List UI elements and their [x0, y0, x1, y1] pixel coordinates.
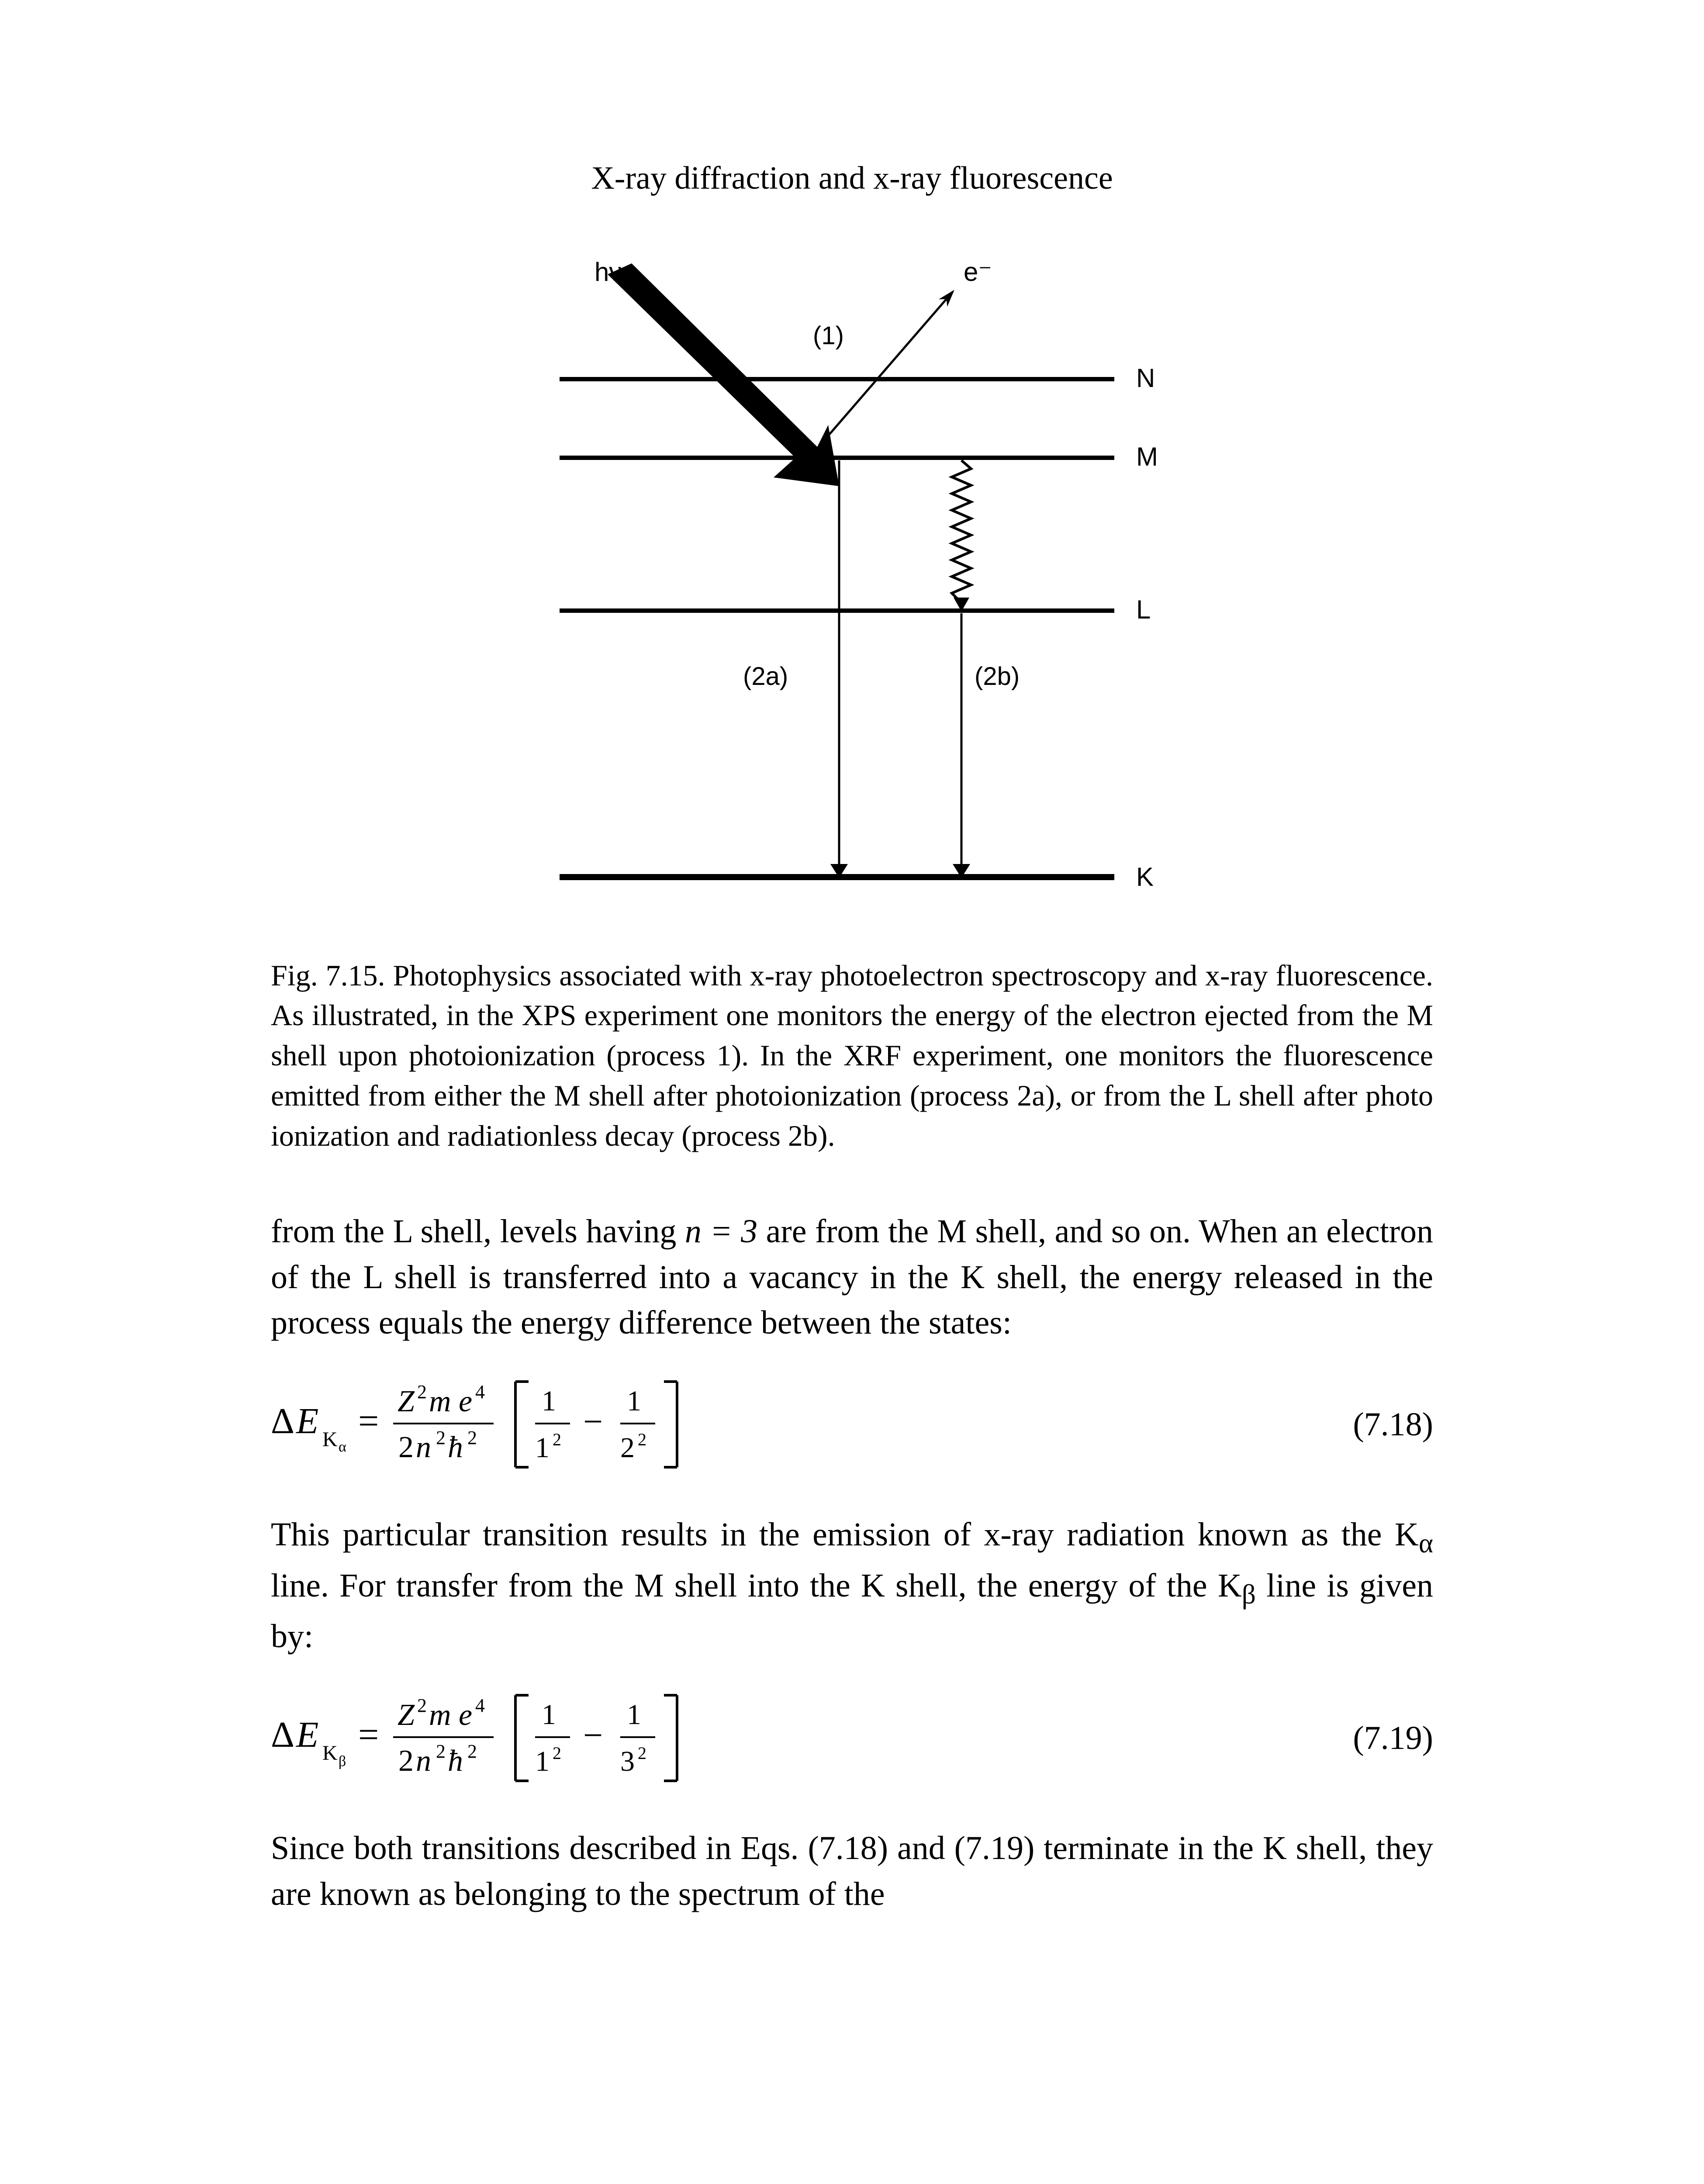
svg-text:1: 1: [535, 1745, 550, 1777]
figure-7-15: hν e⁻ (1) (2a) (2b) N M L K: [271, 239, 1433, 921]
svg-text:−: −: [583, 1403, 603, 1441]
label-shell-K: K: [1136, 862, 1154, 892]
svg-text:E: E: [296, 1401, 318, 1441]
svg-text:4: 4: [475, 1381, 485, 1403]
svg-text:=: =: [358, 1714, 379, 1755]
p2-beta: β: [1242, 1579, 1256, 1610]
svg-text:β: β: [339, 1753, 346, 1769]
svg-text:E: E: [296, 1714, 318, 1755]
svg-text:4: 4: [475, 1695, 485, 1716]
p1-prefix: from the L shell, levels having: [271, 1213, 685, 1250]
svg-text:2: 2: [417, 1695, 427, 1716]
arrow-electron-out: [813, 292, 953, 453]
svg-text:2: 2: [417, 1381, 427, 1403]
page-container: X-ray diffraction and x-ray fluorescence: [0, 0, 1704, 2184]
svg-text:2: 2: [638, 1430, 646, 1449]
equation-7-19: Δ E K β = Z 2 m e 4 2 n 2 ħ 2: [271, 1686, 1433, 1790]
svg-text:e: e: [459, 1385, 472, 1418]
svg-text:1: 1: [542, 1699, 556, 1731]
svg-text:Δ: Δ: [271, 1401, 294, 1441]
svg-text:3: 3: [620, 1745, 635, 1777]
running-header: X-ray diffraction and x-ray fluorescence: [271, 157, 1433, 200]
svg-text:2: 2: [553, 1743, 561, 1763]
svg-text:2: 2: [436, 1741, 446, 1762]
svg-text:2: 2: [553, 1430, 561, 1449]
figure-7-15-svg: hν e⁻ (1) (2a) (2b) N M L K: [481, 239, 1224, 921]
label-shell-N: N: [1136, 363, 1155, 393]
svg-text:2: 2: [398, 1431, 414, 1464]
svg-text:=: =: [358, 1401, 379, 1441]
svg-text:Z: Z: [397, 1385, 415, 1418]
p2-a: This particular transition results in th…: [271, 1516, 1419, 1553]
equation-7-18: Δ E K α = Z 2 m e 4 2 n 2 ħ 2: [271, 1372, 1433, 1477]
svg-text:m: m: [429, 1698, 451, 1732]
p1-var: n = 3: [685, 1213, 757, 1250]
svg-text:2: 2: [436, 1427, 446, 1448]
svg-text:1: 1: [627, 1699, 641, 1731]
equation-7-19-svg: Δ E K β = Z 2 m e 4 2 n 2 ħ 2: [271, 1686, 795, 1790]
equation-number-719: (7.19): [1353, 1716, 1433, 1760]
svg-text:−: −: [583, 1716, 603, 1755]
label-process-2a: (2a): [743, 662, 788, 691]
svg-text:2: 2: [398, 1744, 414, 1778]
svg-text:1: 1: [535, 1432, 550, 1464]
arrow-photon-in: [608, 263, 839, 486]
paragraph-2: This particular transition results in th…: [271, 1512, 1433, 1659]
paragraph-3: Since both transitions described in Eqs.…: [271, 1825, 1433, 1917]
svg-text:2: 2: [467, 1741, 477, 1762]
label-electron: e⁻: [964, 257, 992, 287]
svg-text:Z: Z: [397, 1698, 415, 1732]
svg-text:ħ: ħ: [448, 1431, 463, 1464]
svg-text:2: 2: [620, 1432, 635, 1464]
p2-alpha: α: [1419, 1528, 1433, 1559]
svg-text:2: 2: [467, 1427, 477, 1448]
label-process-2b: (2b): [975, 662, 1020, 691]
svg-text:K: K: [322, 1742, 338, 1765]
svg-text:K: K: [322, 1428, 338, 1451]
svg-text:2: 2: [638, 1743, 646, 1763]
equation-7-18-svg: Δ E K α = Z 2 m e 4 2 n 2 ħ 2: [271, 1372, 795, 1477]
svg-text:ħ: ħ: [448, 1744, 463, 1778]
p2-b: line. For transfer from the M shell into…: [271, 1567, 1242, 1604]
label-shell-L: L: [1136, 595, 1151, 624]
arrow-radiationless: [952, 460, 971, 603]
svg-text:1: 1: [627, 1385, 641, 1417]
label-process-1: (1): [813, 321, 844, 350]
svg-text:m: m: [429, 1385, 451, 1418]
equation-number-718: (7.18): [1353, 1403, 1433, 1446]
svg-text:e: e: [459, 1698, 472, 1732]
svg-text:α: α: [339, 1439, 346, 1455]
label-shell-M: M: [1136, 442, 1158, 471]
svg-text:n: n: [416, 1431, 431, 1464]
svg-text:Δ: Δ: [271, 1714, 294, 1755]
svg-text:1: 1: [542, 1385, 556, 1417]
label-photon: hν: [594, 257, 622, 287]
figure-caption: Fig. 7.15. Photophysics associated with …: [271, 956, 1433, 1156]
svg-text:n: n: [416, 1744, 431, 1778]
paragraph-1: from the L shell, levels having n = 3 ar…: [271, 1209, 1433, 1346]
